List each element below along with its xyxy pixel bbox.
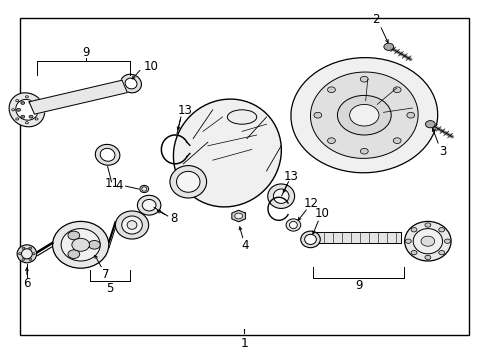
Ellipse shape [100, 148, 115, 161]
Ellipse shape [142, 187, 146, 191]
Ellipse shape [140, 185, 148, 193]
Circle shape [383, 43, 393, 50]
Ellipse shape [412, 229, 442, 254]
Ellipse shape [404, 221, 450, 261]
Ellipse shape [61, 229, 100, 261]
Bar [20, 18, 468, 335]
Circle shape [32, 253, 35, 255]
Circle shape [22, 258, 25, 261]
Circle shape [234, 213, 242, 219]
Text: 7: 7 [102, 268, 110, 281]
Text: 4: 4 [115, 179, 122, 192]
Ellipse shape [304, 234, 316, 244]
Circle shape [29, 115, 33, 118]
Ellipse shape [121, 74, 141, 93]
Text: 13: 13 [284, 170, 298, 183]
Ellipse shape [289, 221, 297, 229]
Circle shape [68, 250, 80, 258]
Circle shape [22, 247, 25, 249]
Circle shape [327, 138, 335, 144]
Text: 8: 8 [169, 212, 177, 225]
Circle shape [17, 108, 20, 111]
Circle shape [29, 258, 32, 261]
Text: 2: 2 [371, 13, 379, 26]
Circle shape [405, 239, 410, 243]
Circle shape [424, 223, 430, 227]
Circle shape [406, 112, 414, 118]
Ellipse shape [52, 221, 108, 268]
Ellipse shape [227, 110, 256, 124]
Circle shape [327, 87, 335, 93]
Circle shape [360, 148, 367, 154]
Circle shape [360, 76, 367, 82]
Polygon shape [231, 210, 245, 222]
Ellipse shape [9, 93, 44, 127]
Circle shape [20, 102, 24, 104]
Circle shape [29, 102, 33, 104]
Circle shape [425, 121, 434, 128]
Ellipse shape [115, 211, 148, 239]
Circle shape [444, 239, 449, 243]
Ellipse shape [290, 58, 437, 173]
Ellipse shape [21, 249, 32, 259]
Ellipse shape [142, 199, 156, 211]
Circle shape [33, 108, 37, 111]
Text: 6: 6 [23, 277, 31, 290]
Circle shape [72, 238, 89, 251]
Text: 10: 10 [314, 207, 329, 220]
Ellipse shape [122, 216, 142, 234]
Ellipse shape [17, 245, 37, 263]
Ellipse shape [273, 189, 288, 203]
Ellipse shape [16, 99, 38, 120]
Text: 12: 12 [303, 197, 318, 210]
Circle shape [313, 112, 321, 118]
Ellipse shape [285, 219, 300, 231]
Circle shape [337, 95, 390, 135]
Ellipse shape [176, 171, 200, 192]
Polygon shape [29, 80, 127, 114]
Circle shape [410, 251, 416, 255]
Ellipse shape [127, 221, 137, 229]
Circle shape [19, 253, 21, 255]
Ellipse shape [300, 231, 320, 248]
Circle shape [20, 115, 24, 118]
Circle shape [392, 138, 400, 144]
Ellipse shape [267, 184, 294, 208]
Text: 9: 9 [81, 46, 89, 59]
Ellipse shape [170, 166, 206, 198]
Ellipse shape [173, 99, 281, 207]
Circle shape [438, 228, 444, 232]
Text: 5: 5 [106, 282, 114, 294]
Text: 3: 3 [438, 145, 446, 158]
Circle shape [68, 231, 80, 240]
Text: 4: 4 [241, 239, 249, 252]
Circle shape [410, 228, 416, 232]
Circle shape [29, 247, 32, 249]
Circle shape [392, 87, 400, 93]
Circle shape [349, 104, 378, 126]
Text: 11: 11 [105, 177, 120, 190]
Ellipse shape [137, 195, 161, 215]
Ellipse shape [95, 144, 120, 165]
Circle shape [88, 240, 100, 249]
Ellipse shape [125, 78, 137, 89]
Text: 9: 9 [354, 279, 362, 292]
Text: 10: 10 [144, 60, 159, 73]
Text: 13: 13 [177, 104, 192, 117]
Circle shape [424, 255, 430, 260]
Ellipse shape [310, 72, 417, 158]
Text: 1: 1 [240, 337, 248, 350]
Circle shape [420, 236, 434, 246]
Circle shape [438, 251, 444, 255]
Polygon shape [310, 232, 400, 243]
